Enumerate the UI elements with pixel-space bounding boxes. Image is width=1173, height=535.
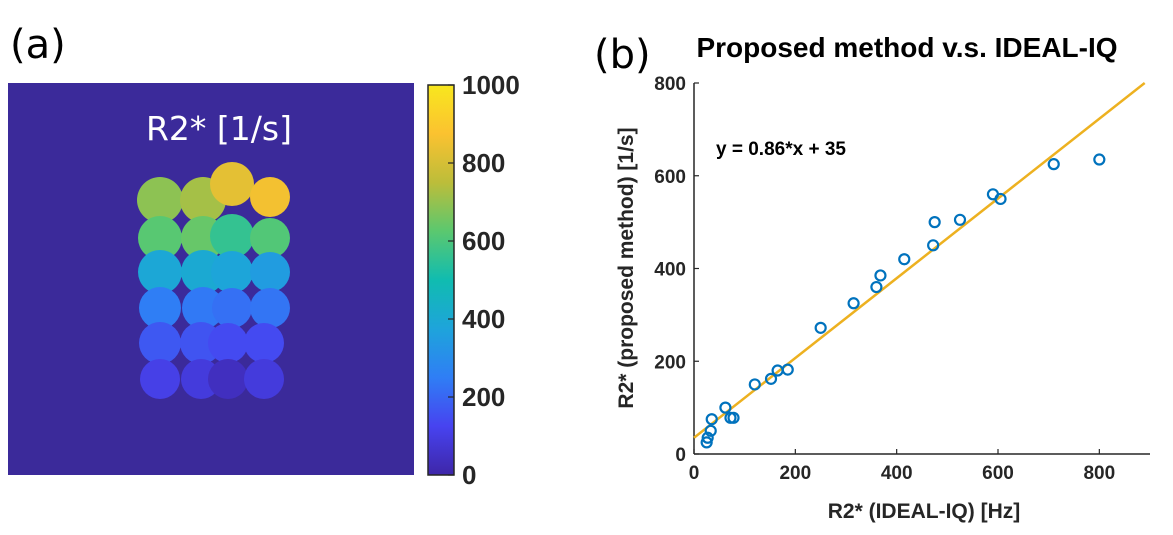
- data-point: [847, 297, 860, 310]
- vial: [181, 250, 225, 294]
- colorbar-tick-label: 200: [462, 382, 505, 412]
- y-tick-label: 800: [654, 74, 686, 95]
- vial: [250, 252, 290, 292]
- colorbar-tick-label: 0: [462, 460, 476, 490]
- y-tick-label: 400: [654, 260, 686, 281]
- colorbar-tick-label: 600: [462, 226, 505, 256]
- data-point: [814, 321, 827, 334]
- data-point: [781, 363, 794, 376]
- chart-title: Proposed method v.s. IDEAL-IQ: [696, 32, 1117, 63]
- fit-equation: y = 0.86*x + 35: [716, 139, 846, 160]
- y-tick-label: 600: [654, 167, 686, 188]
- x-ticks: 0 200 400 600 800: [689, 449, 1115, 484]
- scatter-plot-area: 0 200 400 600 800 0 200 400 600 800: [654, 74, 1150, 484]
- y-tick-label: 0: [675, 445, 686, 466]
- vial: [139, 322, 181, 364]
- vial: [210, 162, 254, 206]
- vial: [140, 359, 180, 399]
- data-point: [764, 372, 778, 385]
- vial: [208, 359, 248, 399]
- data-point: [704, 424, 717, 437]
- vial: [139, 287, 181, 329]
- colorbar-tick-label: 400: [462, 304, 505, 334]
- colorbar-tick-label: 800: [462, 148, 505, 178]
- y-axis-label: R2* (proposed method) [1/s]: [615, 127, 638, 408]
- x-tick-label: 200: [779, 463, 811, 484]
- data-point: [719, 401, 732, 414]
- x-tick-label: 600: [982, 463, 1014, 484]
- x-tick-label: 0: [689, 463, 700, 484]
- data-point: [927, 239, 940, 252]
- vial: [137, 177, 183, 223]
- data-point: [1047, 158, 1060, 171]
- map-title: R2* [1/s]: [146, 109, 292, 148]
- data-point: [953, 213, 967, 226]
- vial-grid: [137, 162, 290, 399]
- vial: [210, 214, 254, 258]
- x-tick-label: 400: [881, 463, 913, 484]
- vial: [244, 359, 284, 399]
- data-point: [1093, 153, 1106, 166]
- data-point: [994, 192, 1007, 206]
- y-tick-label: 200: [654, 352, 686, 373]
- vial: [250, 218, 290, 258]
- vial: [212, 288, 252, 328]
- fit-line: [693, 82, 1146, 439]
- data-point: [870, 280, 883, 294]
- vial: [211, 251, 253, 293]
- vial: [208, 323, 248, 363]
- panel-a-label: (a): [10, 22, 66, 68]
- vial: [138, 216, 182, 260]
- vial: [250, 288, 290, 328]
- x-tick-label: 800: [1083, 463, 1115, 484]
- vial: [138, 250, 182, 294]
- vial: [250, 177, 290, 217]
- colorbar-tick-label: 1000: [462, 70, 520, 100]
- x-axis-label: R2* (IDEAL-IQ) [Hz]: [828, 500, 1021, 523]
- data-point: [874, 269, 887, 282]
- panel-b-label: (b): [594, 32, 651, 78]
- data-point: [928, 216, 941, 229]
- vial: [182, 287, 224, 329]
- vial: [244, 323, 284, 363]
- colorbar: [427, 84, 455, 476]
- data-point: [700, 436, 713, 449]
- data-point: [898, 253, 911, 266]
- data-point: [705, 413, 718, 426]
- data-point: [748, 378, 761, 391]
- data-points: [700, 153, 1106, 449]
- y-ticks: 0 200 400 600 800: [654, 74, 699, 466]
- data-point: [701, 431, 714, 444]
- data-point: [727, 411, 740, 424]
- colorbar-ticks: 1000 800 600 400 200 0: [448, 70, 520, 490]
